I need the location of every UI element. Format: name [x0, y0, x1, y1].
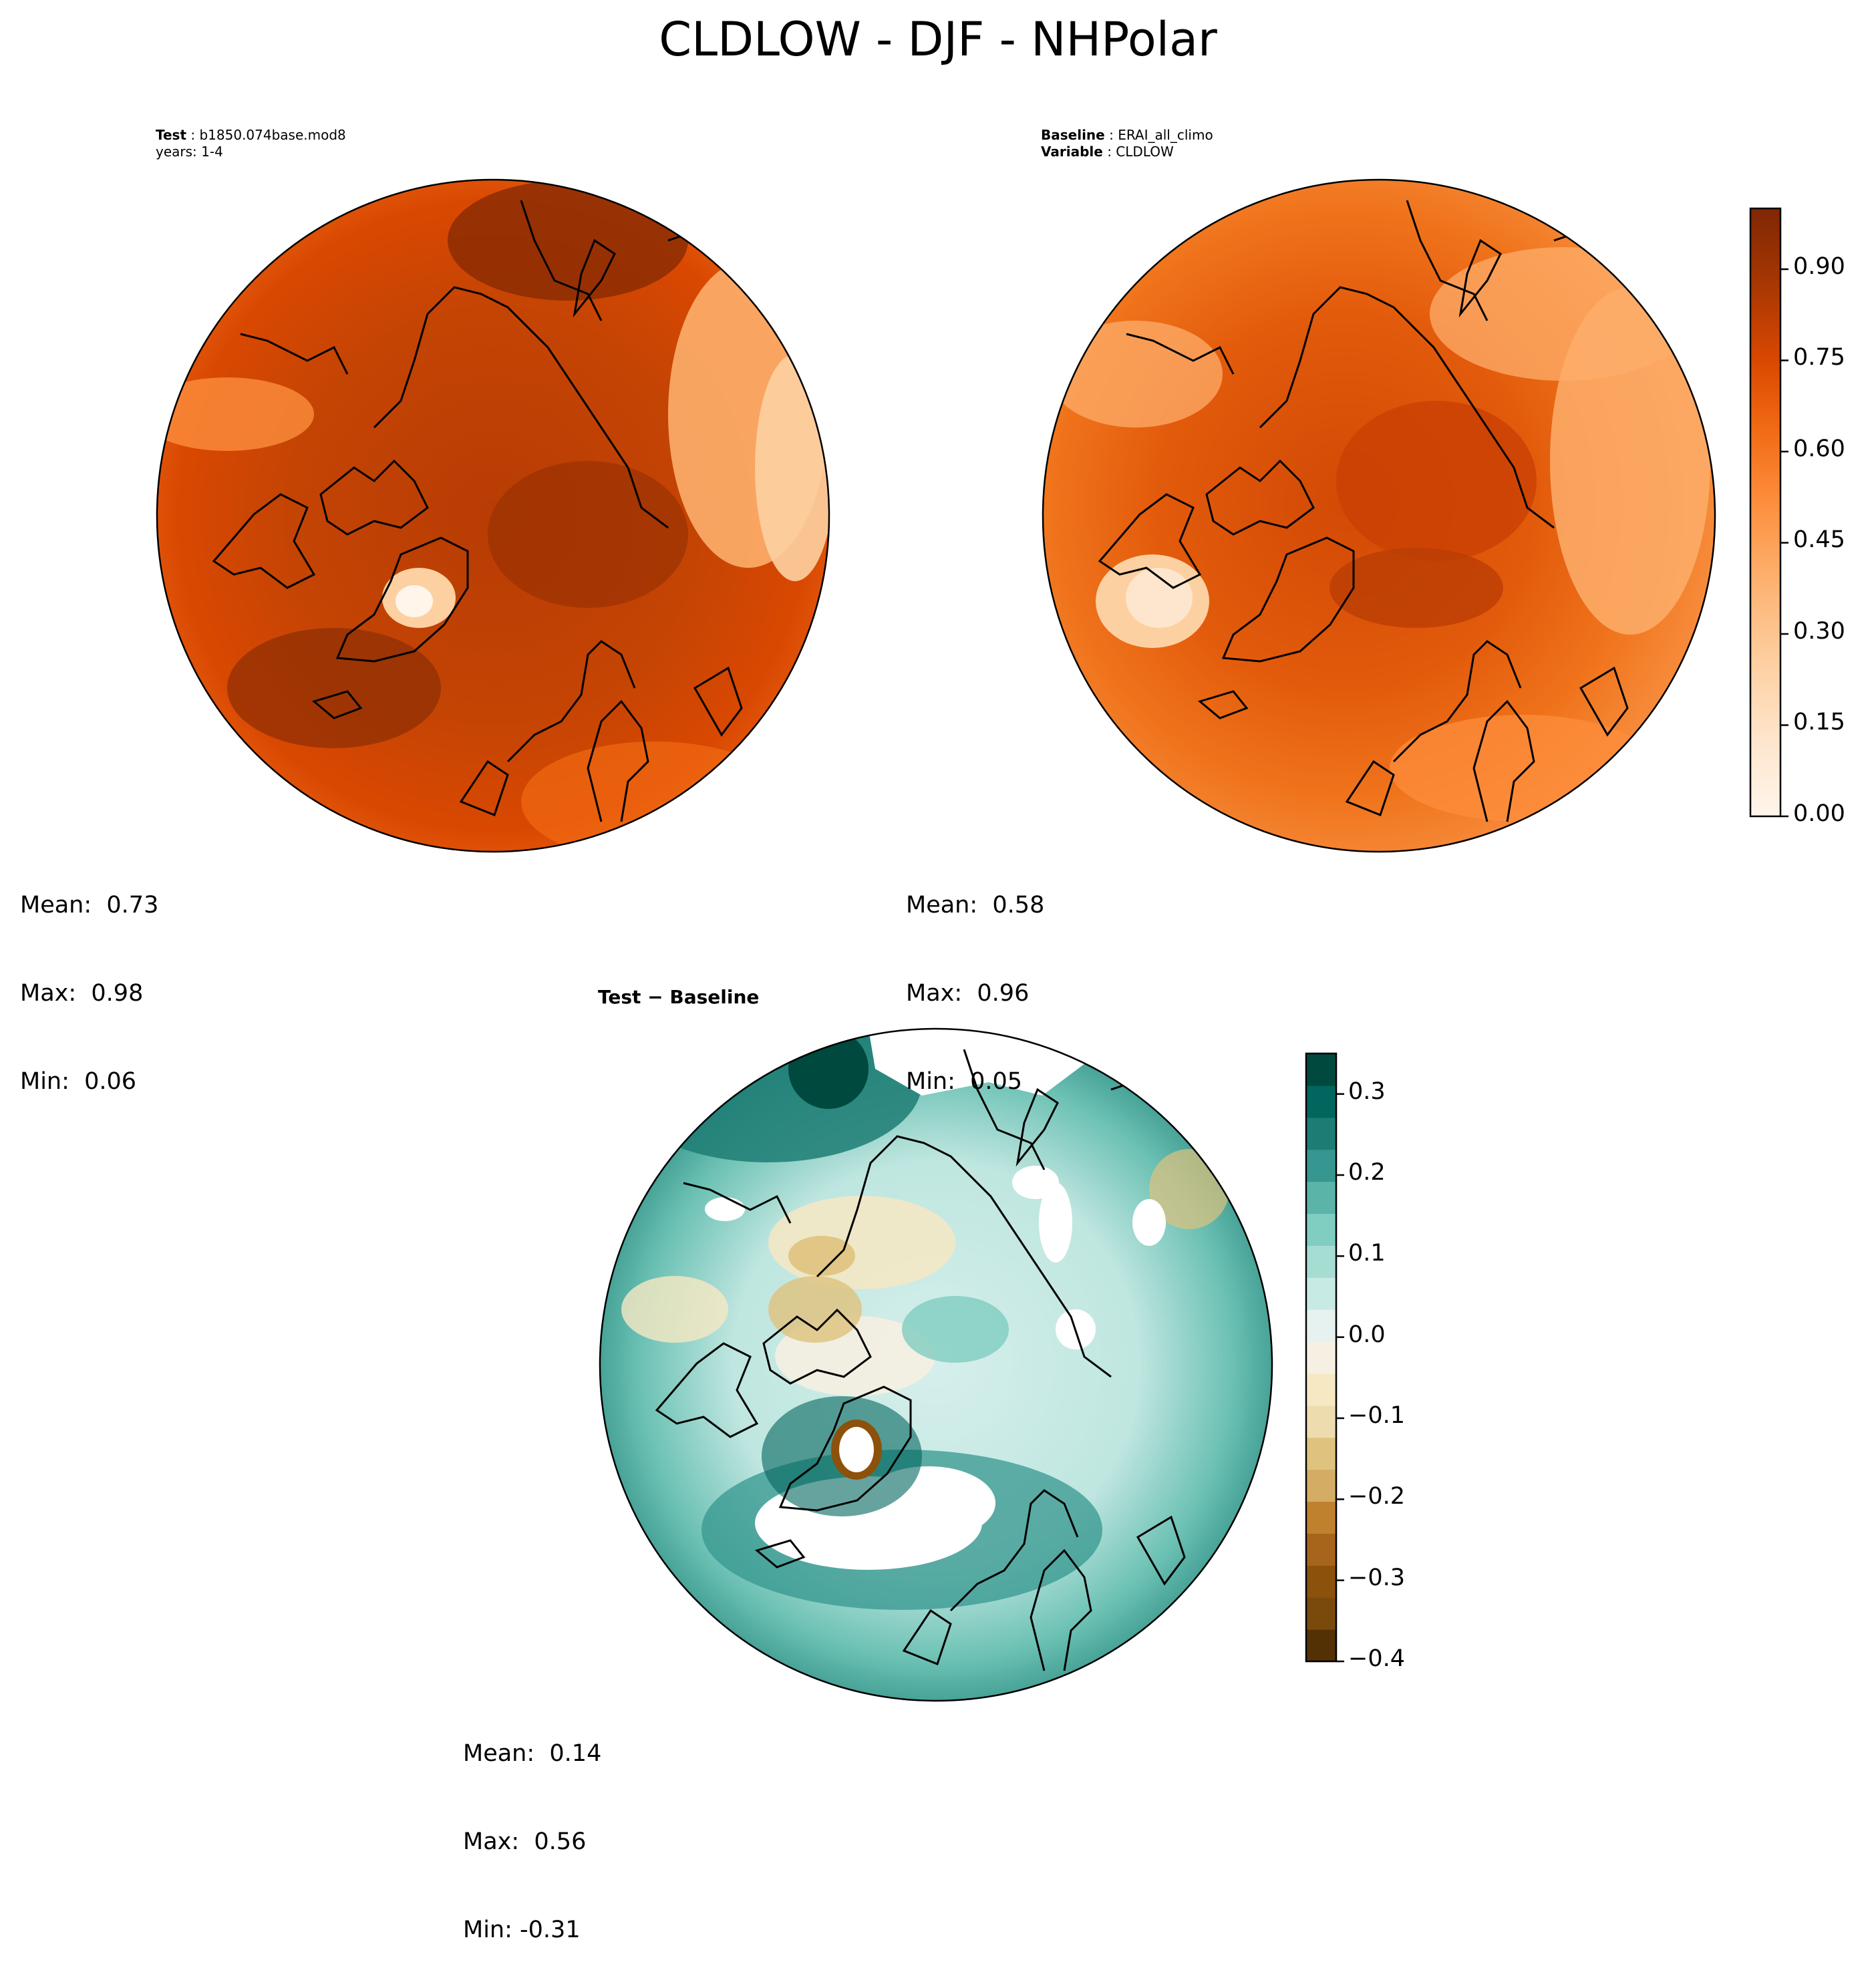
diff-colorbar-band [1306, 1501, 1336, 1534]
diff-colorbar-band [1306, 1053, 1336, 1086]
diff-tick-label: 0.0 [1348, 1321, 1386, 1348]
baseline-coastlines [1098, 200, 1629, 822]
diff-tick-label: 0.3 [1348, 1078, 1386, 1105]
maps-canvas [156, 178, 1788, 1702]
test-coastlines [212, 200, 743, 822]
diff-map-boundary [599, 1027, 1273, 1702]
field-tick-label: 0.45 [1793, 526, 1845, 553]
test-map [157, 180, 829, 852]
figure-title: CLDLOW - DJF - NHPolar [659, 12, 1217, 67]
diff-stats: Mean: 0.14 Max: 0.56 Min: -0.31 [463, 1680, 601, 1974]
diff-panel-title: Test − Baseline [598, 986, 760, 1008]
baseline-max: Max: 0.96 [906, 980, 1030, 1007]
variable-name: CLDLOW [1116, 144, 1174, 160]
test-min: Min: 0.06 [20, 1068, 137, 1095]
field-tick-label: 0.90 [1793, 253, 1845, 280]
diff-colorbar-band [1306, 1629, 1336, 1662]
diff-colorbar-band [1306, 1533, 1336, 1566]
test-years: years: 1-4 [156, 144, 223, 160]
diff-colorbar-band [1306, 1181, 1336, 1214]
diff-tick-label: −0.1 [1348, 1402, 1405, 1429]
diff-colorbar-band [1306, 1341, 1336, 1374]
diff-tick-label: 0.2 [1348, 1159, 1386, 1186]
diff-mean: Mean: 0.14 [463, 1740, 602, 1767]
diff-colorbar-band [1306, 1213, 1336, 1246]
test-max: Max: 0.98 [20, 980, 144, 1007]
diff-colorbar-band [1306, 1245, 1336, 1278]
test-mean: Mean: 0.73 [20, 892, 159, 919]
variable-label: Variable [1041, 144, 1103, 160]
field-tick-label: 0.15 [1793, 709, 1845, 735]
diff-colorbar-band [1306, 1149, 1336, 1182]
field-tick-label: 0.30 [1793, 618, 1845, 645]
field-tick-label: 0.00 [1793, 800, 1845, 827]
diff-colorbar-band [1306, 1373, 1336, 1406]
baseline-map-boundary [1042, 178, 1716, 853]
diff-tick-label: −0.4 [1348, 1645, 1405, 1672]
field-tick-label: 0.60 [1793, 436, 1845, 462]
diff-tick-label: 0.1 [1348, 1240, 1386, 1267]
diff-colorbar-band [1306, 1117, 1336, 1150]
baseline-map [1043, 180, 1715, 852]
diff-colorbar-band [1306, 1277, 1336, 1310]
diff-tick-label: −0.2 [1348, 1483, 1405, 1510]
baseline-stats: Mean: 0.58 Max: 0.96 Min: 0.05 [906, 832, 1044, 1126]
test-label: Test [156, 127, 187, 143]
field-colorbar [1749, 207, 1788, 818]
diff-colorbar-band [1306, 1405, 1336, 1438]
diff-min: Min: -0.31 [463, 1917, 581, 1943]
diff-max: Max: 0.56 [463, 1828, 587, 1855]
diff-colorbar-band [1306, 1437, 1336, 1470]
test-map-boundary [156, 178, 830, 853]
baseline-panel-header: Baseline : ERAI_all_climo Variable : CLD… [1041, 127, 1213, 160]
test-panel-header: Test : b1850.074base.mod8 years: 1-4 [156, 127, 346, 160]
field-tick-label: 0.75 [1793, 344, 1845, 371]
baseline-min: Min: 0.05 [906, 1068, 1023, 1095]
test-stats: Mean: 0.73 Max: 0.98 Min: 0.06 [20, 832, 158, 1126]
diff-colorbar-band [1306, 1565, 1336, 1598]
diff-colorbar [1305, 1052, 1344, 1663]
diff-colorbar-band [1306, 1469, 1336, 1502]
baseline-label: Baseline [1041, 127, 1105, 143]
test-case-name: b1850.074base.mod8 [199, 127, 346, 143]
diff-colorbar-band [1306, 1085, 1336, 1118]
baseline-case-name: ERAI_all_climo [1118, 127, 1213, 143]
baseline-mean: Mean: 0.58 [906, 892, 1045, 919]
diff-colorbar-band [1306, 1597, 1336, 1630]
diff-colorbar-band [1306, 1309, 1336, 1342]
diff-tick-label: −0.3 [1348, 1565, 1405, 1591]
diff-map [600, 1029, 1272, 1701]
